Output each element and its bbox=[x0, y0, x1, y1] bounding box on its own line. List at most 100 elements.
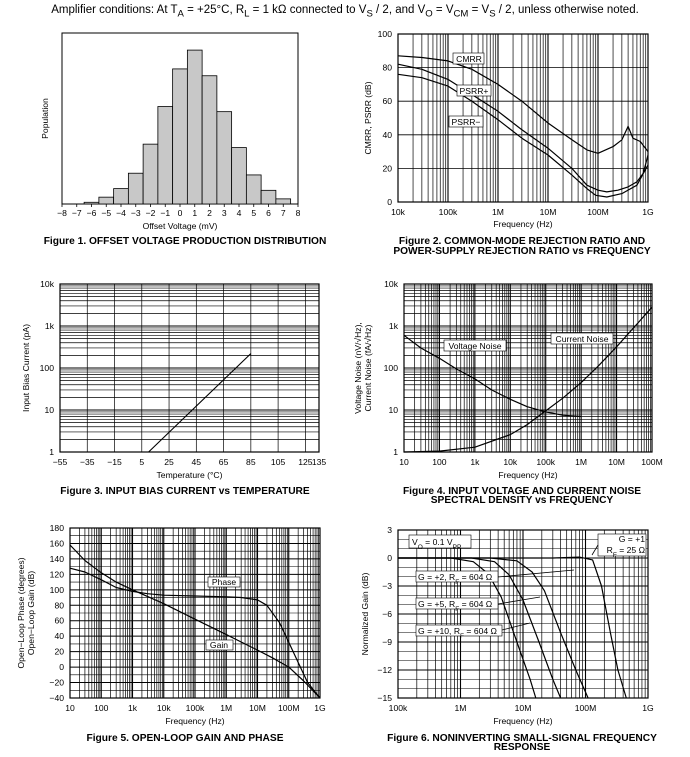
fig3-x-tick-label: 5 bbox=[139, 457, 144, 467]
fig3-x-tick-label: −55 bbox=[53, 457, 68, 467]
fig6-g1-annotation: RF = 25 Ω bbox=[607, 545, 646, 559]
fig5-x-tick-label: 1M bbox=[220, 703, 232, 713]
fig3-x-tick-label: 125 bbox=[298, 457, 313, 467]
fig2-y-tick-label: 80 bbox=[382, 63, 392, 73]
fig1-bar bbox=[186, 49, 203, 205]
fig6-x-tick-label: 1M bbox=[455, 703, 467, 713]
header-text: = V bbox=[468, 4, 490, 16]
fig1-x-tick-label: 7 bbox=[281, 208, 286, 218]
conditions-header: Amplifier conditions: At TA = +25°C, RL … bbox=[0, 4, 690, 19]
fig5-x-tick-label: 10 bbox=[65, 703, 75, 713]
header-sub: L bbox=[244, 8, 250, 20]
header-sub: A bbox=[177, 8, 184, 20]
header-text: = V bbox=[432, 4, 454, 16]
fig4-x-axis-label: Frequency (Hz) bbox=[498, 470, 557, 480]
fig1-bar bbox=[98, 196, 115, 205]
fig1-x-tick-label: 4 bbox=[237, 208, 242, 218]
fig5-y-tick-label: 160 bbox=[50, 538, 65, 548]
fig3-y-tick-label: 10k bbox=[40, 279, 55, 289]
fig2-x-tick-label: 100M bbox=[587, 207, 609, 217]
fig5-y-tick-label: −40 bbox=[49, 693, 64, 703]
fig6-g1-annotation-part: R bbox=[607, 545, 613, 555]
fig1-caption: Figure 1. OFFSET VOLTAGE PRODUCTION DIST… bbox=[44, 236, 327, 247]
fig2-x-tick-label: 1M bbox=[492, 207, 504, 217]
fig5-label-box bbox=[207, 576, 241, 588]
fig1-x-tick-label: 5 bbox=[251, 208, 256, 218]
fig6-vo-annotation: VO = 0.1 VPP bbox=[412, 537, 461, 551]
fig2-label-box bbox=[456, 84, 492, 97]
fig1-bar bbox=[245, 174, 262, 205]
fig2-y-tick-label: 20 bbox=[382, 163, 392, 173]
fig2-series-label: PSRR− bbox=[452, 117, 481, 127]
fig5-x-tick-label: 10k bbox=[157, 703, 172, 713]
header-sub: CM bbox=[453, 8, 469, 20]
fig5-label-box bbox=[205, 639, 234, 651]
fig6-label-box bbox=[415, 624, 503, 637]
fig4-x-tick-label: 1k bbox=[470, 457, 480, 467]
fig5-y-tick-label: −20 bbox=[49, 678, 64, 688]
fig3-y-axis-label: Input Bias Current (pA) bbox=[21, 324, 31, 412]
fig4-x-tick-label: 100 bbox=[432, 457, 447, 467]
fig6-g1-annotation-part: = 25 Ω bbox=[617, 545, 646, 555]
fig5-x-axis-label: Frequency (Hz) bbox=[165, 716, 224, 726]
fig5-y-axis-label: Open−Loop Phase (degrees) bbox=[16, 557, 26, 668]
fig1-x-tick-label: 1 bbox=[192, 208, 197, 218]
fig6-g2-annotation-part: = 604 Ω bbox=[459, 572, 493, 582]
fig3-x-tick-label: 135 bbox=[312, 457, 327, 467]
header-text: Amplifier conditions: At T bbox=[51, 4, 178, 16]
fig1-bar bbox=[113, 188, 129, 205]
fig2-series-line bbox=[397, 55, 649, 154]
fig3-x-axis-label: Temperature (°C) bbox=[157, 470, 223, 480]
fig6-y-tick-label: −6 bbox=[382, 609, 392, 619]
fig5-y-tick-label: 40 bbox=[54, 631, 64, 641]
fig5-x-tick-label: 1k bbox=[128, 703, 138, 713]
fig4-caption: Figure 4. INPUT VOLTAGE AND CURRENT NOIS… bbox=[403, 486, 641, 497]
fig5-y-tick-label: 100 bbox=[50, 585, 65, 595]
fig3-x-tick-label: −15 bbox=[107, 457, 122, 467]
fig1-x-tick-label: −8 bbox=[57, 208, 67, 218]
fig6-leader-line bbox=[501, 622, 531, 631]
fig5-series-label: Phase bbox=[212, 577, 237, 587]
fig5-series-line bbox=[69, 544, 321, 699]
fig2-plot-frame bbox=[397, 33, 649, 203]
fig6-x-axis-label: Frequency (Hz) bbox=[493, 716, 552, 726]
fig3-x-tick-label: 105 bbox=[271, 457, 286, 467]
fig2-x-tick-label: 1G bbox=[642, 207, 654, 217]
fig3-y-tick-label: 100 bbox=[40, 363, 55, 373]
fig5-x-tick-label: 100k bbox=[186, 703, 205, 713]
fig1-bar bbox=[142, 143, 159, 205]
fig2-x-axis-label: Frequency (Hz) bbox=[493, 219, 552, 229]
fig4-y-tick-label: 1k bbox=[389, 321, 399, 331]
fig5-y-tick-label: 80 bbox=[54, 600, 64, 610]
fig4-series-label: Voltage Noise bbox=[448, 341, 501, 351]
fig6-label-box bbox=[408, 534, 472, 549]
fig1-x-tick-label: 6 bbox=[266, 208, 271, 218]
fig2-label-box bbox=[452, 52, 485, 65]
fig4-x-tick-label: 1M bbox=[575, 457, 587, 467]
fig6-series-line bbox=[398, 557, 537, 699]
fig6-g5-annotation-part: G = +5, R bbox=[418, 599, 455, 609]
fig4-x-tick-label: 100M bbox=[641, 457, 663, 467]
fig4-label-box bbox=[443, 339, 507, 352]
fig2-caption: Figure 2. COMMON-MODE REJECTION RATIO AN… bbox=[399, 236, 645, 247]
fig3-x-tick-label: −35 bbox=[80, 457, 95, 467]
fig1-bar bbox=[260, 189, 277, 205]
fig2-y-axis-label: CMRR, PSRR (dB) bbox=[363, 81, 373, 154]
fig1-x-tick-label: −2 bbox=[146, 208, 156, 218]
header-text: / 2, unless otherwise noted. bbox=[495, 4, 639, 16]
fig5-caption: Figure 5. OPEN-LOOP GAIN AND PHASE bbox=[87, 733, 284, 744]
fig4-series-line bbox=[403, 306, 653, 453]
header-sub: S bbox=[366, 8, 373, 20]
fig1-x-tick-label: −7 bbox=[72, 208, 82, 218]
fig6-series-line bbox=[398, 557, 562, 699]
fig6-y-tick-label: −12 bbox=[377, 665, 392, 675]
fig6-leader-line bbox=[591, 544, 599, 556]
fig4-x-tick-label: 10k bbox=[503, 457, 518, 467]
fig1-y-axis-label: Population bbox=[40, 98, 50, 139]
fig2-y-tick-label: 40 bbox=[382, 130, 392, 140]
fig2-label-box bbox=[448, 115, 484, 128]
fig4-y-tick-label: 10 bbox=[388, 405, 398, 415]
header-sub: O bbox=[425, 8, 433, 20]
fig6-y-tick-label: −3 bbox=[382, 581, 392, 591]
fig1-x-tick-label: −4 bbox=[116, 208, 126, 218]
